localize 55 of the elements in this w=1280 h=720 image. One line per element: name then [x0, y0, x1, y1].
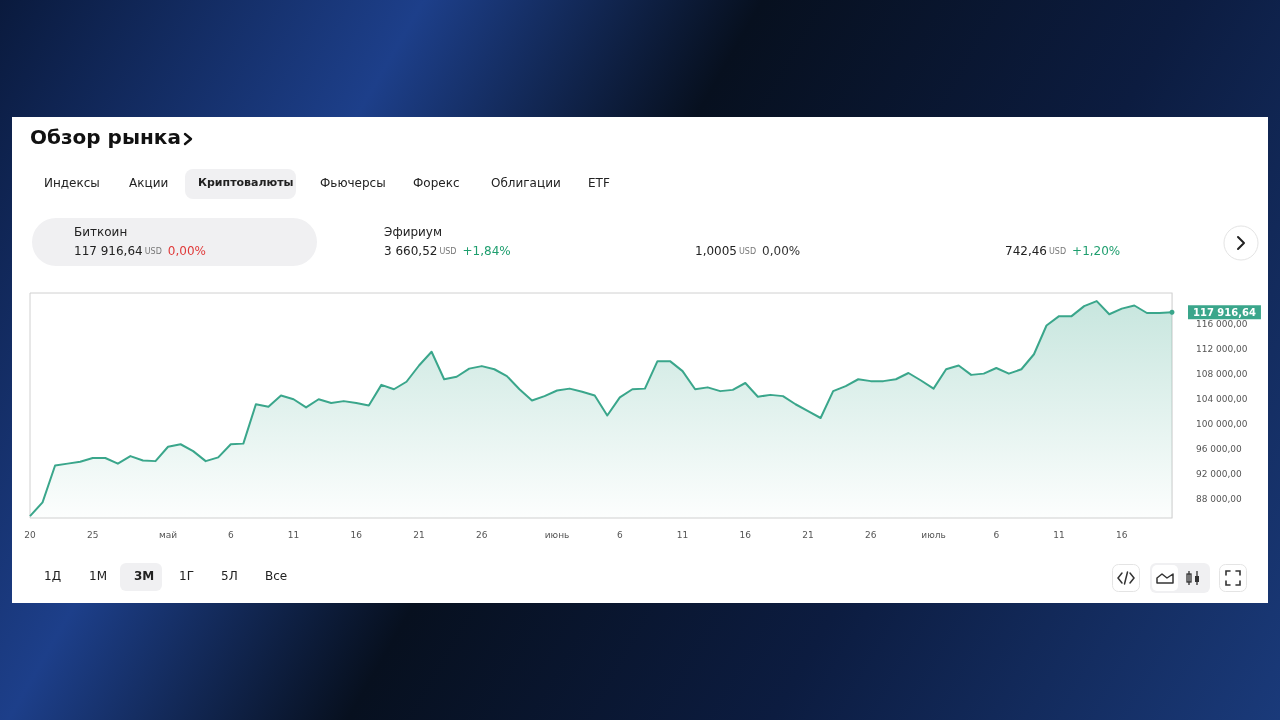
- text: Акции: [129, 176, 169, 190]
- chart-title: Обзор рынка: [30, 125, 181, 149]
- text: 3М: [134, 569, 155, 583]
- text: 117 916,64: [74, 244, 143, 258]
- y-tick-label: 100 000,00: [1196, 419, 1248, 430]
- text: USD: [739, 247, 757, 256]
- text: 1Д: [44, 569, 62, 583]
- text: 5Л: [221, 569, 238, 583]
- x-tick-label: 21: [413, 529, 425, 540]
- x-tick-label: 26: [476, 529, 488, 540]
- text: 1,0005: [695, 244, 737, 258]
- x-tick-label: 16: [1116, 529, 1128, 540]
- text: +1,84%: [462, 244, 511, 258]
- text: 742,46: [1005, 244, 1047, 258]
- x-tick-label: 16: [350, 529, 363, 540]
- x-tick-label: 26: [865, 529, 877, 540]
- x-tick-label: 6: [227, 529, 234, 540]
- x-tick-label: 6: [993, 529, 1000, 540]
- x-tick-label: май: [158, 529, 178, 540]
- text: 0,00%: [762, 244, 801, 258]
- text: USD: [439, 247, 457, 256]
- x-tick-label: июль: [921, 529, 946, 540]
- text: USD: [1049, 247, 1067, 256]
- text: Облигации: [491, 176, 561, 190]
- y-tick-label: 88 000,00: [1196, 494, 1243, 505]
- text: Биткоин: [74, 225, 128, 239]
- y-tick-label: 92 000,00: [1196, 469, 1243, 480]
- text: USD: [144, 247, 162, 256]
- x-tick-label: 21: [802, 529, 814, 540]
- text: Индексы: [44, 176, 100, 190]
- text: 1М: [89, 569, 107, 583]
- x-tick-label: 11: [676, 529, 689, 540]
- text: Эфириум: [384, 225, 443, 239]
- text: ETF: [588, 176, 610, 190]
- annotation: 117 916,64: [1193, 306, 1256, 318]
- x-tick-label: 16: [739, 529, 752, 540]
- text: +1,20%: [1072, 244, 1121, 258]
- x-tick-label: июнь: [544, 529, 570, 540]
- text: Форекс: [413, 176, 460, 190]
- x-tick-label: 25: [87, 529, 99, 540]
- text: 0,00%: [167, 244, 206, 258]
- y-tick-label: 108 000,00: [1196, 369, 1248, 380]
- x-tick-label: 11: [287, 529, 300, 540]
- x-tick-label: 20: [24, 529, 36, 540]
- y-tick-label: 116 000,00: [1196, 319, 1248, 330]
- text: 3 660,52: [384, 244, 438, 258]
- text: Фьючерсы: [320, 176, 386, 190]
- y-tick-label: 112 000,00: [1196, 344, 1248, 355]
- text: Криптовалюты: [198, 176, 294, 189]
- y-tick-label: 104 000,00: [1196, 394, 1248, 405]
- x-tick-label: 11: [1053, 529, 1065, 540]
- y-tick-label: 96 000,00: [1196, 444, 1243, 455]
- text: 1Г: [179, 569, 194, 583]
- x-tick-label: 6: [616, 529, 623, 540]
- text: Все: [265, 569, 288, 583]
